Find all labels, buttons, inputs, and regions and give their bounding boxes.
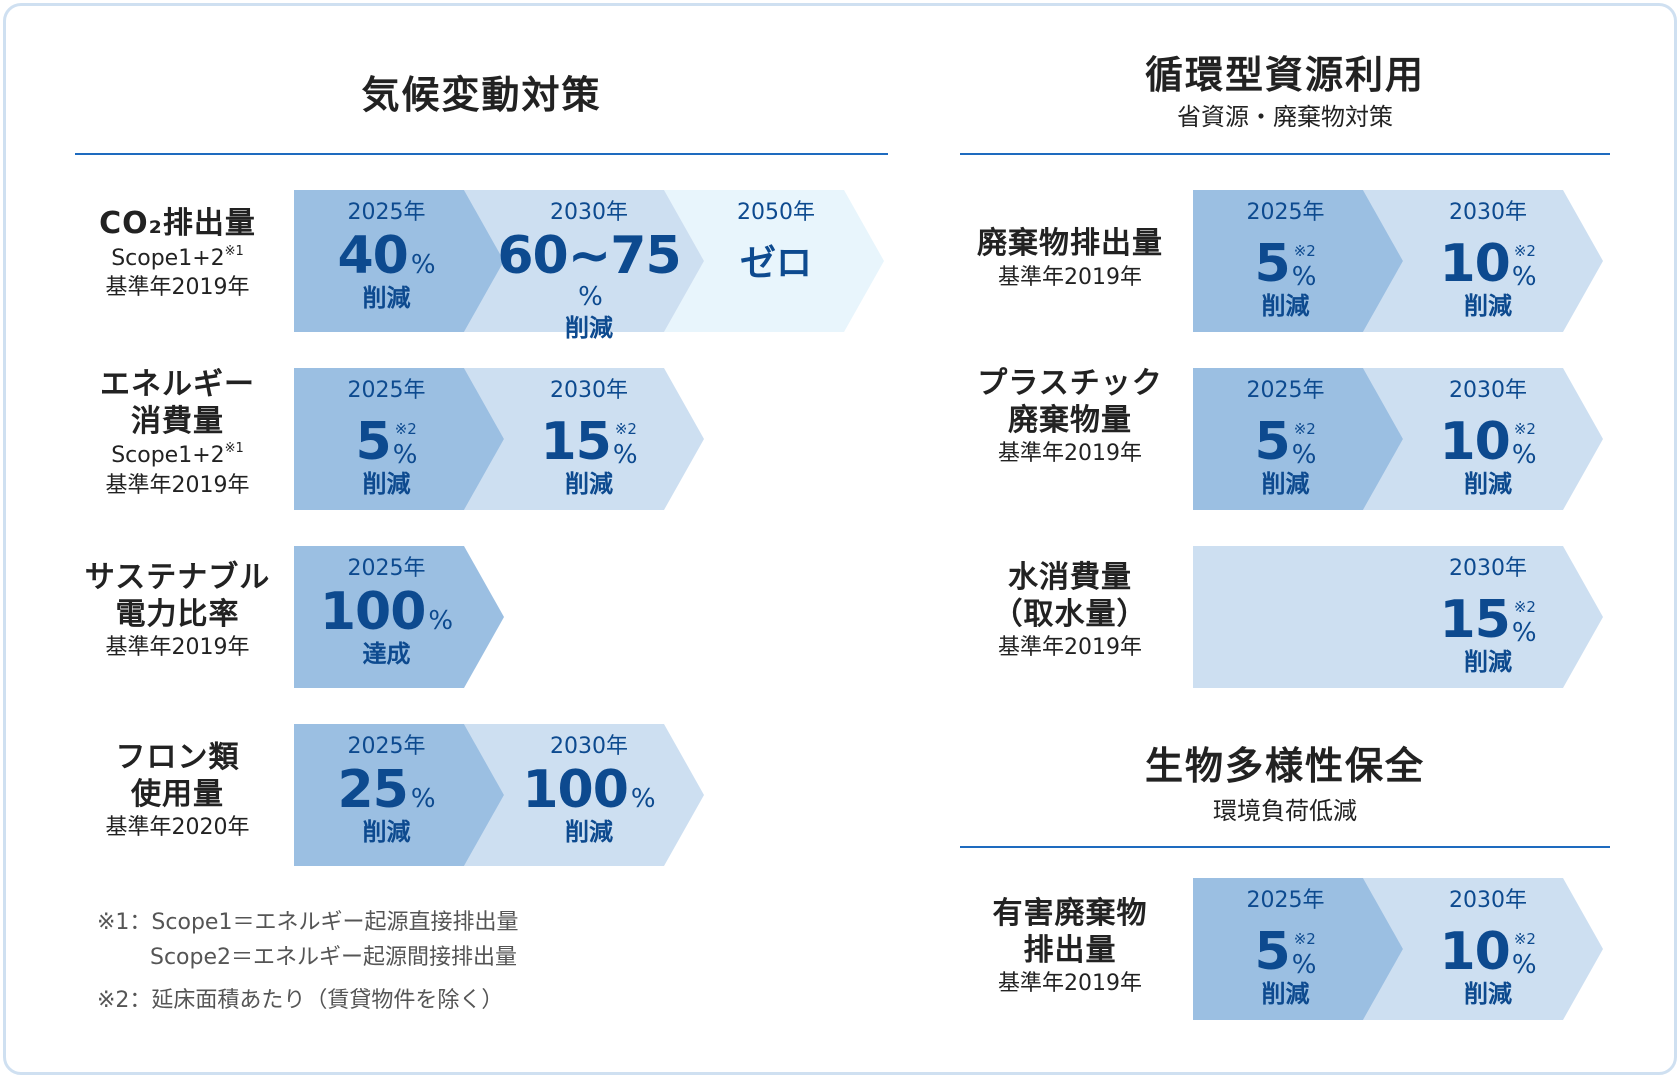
waste-label: 廃棄物排出量 基準年2019年 bbox=[977, 226, 1163, 290]
biodiversity-section-title: 生物多様性保全 bbox=[1144, 744, 1425, 788]
hazardous-waste-arrow-shapes bbox=[1193, 878, 1603, 1020]
hazardous-waste-targets: 2025年 5 ※2% 削減 2030年 10 ※2% 削減 bbox=[1193, 878, 1603, 1020]
waste-arrow-shapes bbox=[1193, 190, 1603, 332]
energy-targets: 2025年 5 ※2% 削減 2030年 15 ※2% 削減 bbox=[294, 368, 704, 510]
water-consumption-arrow-shape bbox=[1193, 546, 1603, 688]
footnote-1-line-1: ※1：Scope1＝エネルギー起源直接排出量 bbox=[97, 910, 519, 935]
co2-scope: Scope1+2 bbox=[111, 245, 225, 271]
circular-section-subtitle: 省資源・廃棄物対策 bbox=[1177, 103, 1393, 131]
energy-arrow-shapes bbox=[294, 368, 704, 510]
sustainable-power-arrow-shape bbox=[294, 546, 504, 688]
co2-target-2030: 2030年 60~75% 削減 bbox=[497, 200, 681, 342]
sustainable-power-targets: 2025年 100% 達成 bbox=[294, 546, 504, 688]
energy-target-2030: 2030年 15 ※2% 削減 bbox=[540, 378, 638, 498]
co2-targets: 2025年 40% 削減 2030年 60~75% 削減 2050年 ゼロ bbox=[294, 190, 884, 342]
biodiversity-section-subtitle: 環境負荷低減 bbox=[1213, 797, 1357, 825]
co2-name: CO₂排出量 bbox=[99, 206, 256, 241]
plastic-waste-target-2025: 2025年 5 ※2% 削減 bbox=[1246, 378, 1325, 498]
water-consumption-targets: 2030年 15 ※2% 削減 bbox=[1193, 546, 1603, 688]
hazardous-waste-label: 有害廃棄物 排出量 基準年2019年 bbox=[992, 896, 1148, 997]
water-consumption-label: 水消費量 （取水量） 基準年2019年 bbox=[992, 560, 1148, 661]
co2-target-2050: 2050年 ゼロ bbox=[737, 200, 815, 284]
co2-scope-note: ※1 bbox=[224, 243, 244, 259]
hazardous-waste-target-2030: 2030年 10 ※2% 削減 bbox=[1439, 888, 1537, 1008]
waste-target-2030: 2030年 10 ※2% 削減 bbox=[1439, 200, 1537, 320]
energy-label: エネルギー 消費量 Scope1+2※1 基準年2019年 bbox=[100, 367, 255, 498]
plastic-waste-arrow-shapes bbox=[1193, 368, 1603, 510]
circular-section-title: 循環型資源利用 bbox=[1144, 53, 1425, 97]
fluorocarbon-target-2030: 2030年 100% 削減 bbox=[522, 734, 656, 846]
waste-target-2025: 2025年 5 ※2% 削減 bbox=[1246, 200, 1325, 320]
biodiversity-section-rule bbox=[960, 846, 1610, 848]
climate-section-rule bbox=[75, 153, 888, 155]
plastic-waste-targets: 2025年 5 ※2% 削減 2030年 10 ※2% 削減 bbox=[1193, 368, 1603, 510]
co2-target-2025: 2025年 40% 削減 bbox=[337, 200, 436, 312]
fluorocarbon-label: フロン類 使用量 基準年2020年 bbox=[105, 740, 250, 841]
climate-section-title: 気候変動対策 bbox=[361, 73, 602, 117]
fluorocarbon-targets: 2025年 25% 削減 2030年 100% 削減 bbox=[294, 724, 704, 866]
co2-arrow-shapes bbox=[294, 190, 884, 332]
sustainable-power-target-2025: 2025年 100% 達成 bbox=[319, 556, 454, 668]
co2-base-year: 基準年2019年 bbox=[105, 275, 250, 301]
hazardous-waste-target-2025: 2025年 5 ※2% 削減 bbox=[1246, 888, 1325, 1008]
footnote-2: ※2：延床面積あたり（賃貸物件を除く） bbox=[97, 988, 504, 1013]
fluorocarbon-arrow-shapes bbox=[294, 724, 704, 866]
fluorocarbon-target-2025: 2025年 25% 削減 bbox=[337, 734, 436, 846]
footnote-1-line-2: Scope2＝エネルギー起源間接排出量 bbox=[150, 945, 518, 970]
circular-section-rule bbox=[960, 153, 1610, 155]
waste-targets: 2025年 5 ※2% 削減 2030年 10 ※2% 削減 bbox=[1193, 190, 1603, 332]
plastic-waste-label: プラスチック 廃棄物量 基準年2019年 bbox=[977, 366, 1163, 467]
co2-label: CO₂排出量 Scope1+2※1 基準年2019年 bbox=[75, 206, 280, 303]
energy-target-2025: 2025年 5 ※2% 削減 bbox=[347, 378, 426, 498]
sustainable-power-label: サステナブル 電力比率 基準年2019年 bbox=[84, 560, 271, 661]
water-consumption-target-2030: 2030年 15 ※2% 削減 bbox=[1439, 556, 1537, 676]
plastic-waste-target-2030: 2030年 10 ※2% 削減 bbox=[1439, 378, 1537, 498]
